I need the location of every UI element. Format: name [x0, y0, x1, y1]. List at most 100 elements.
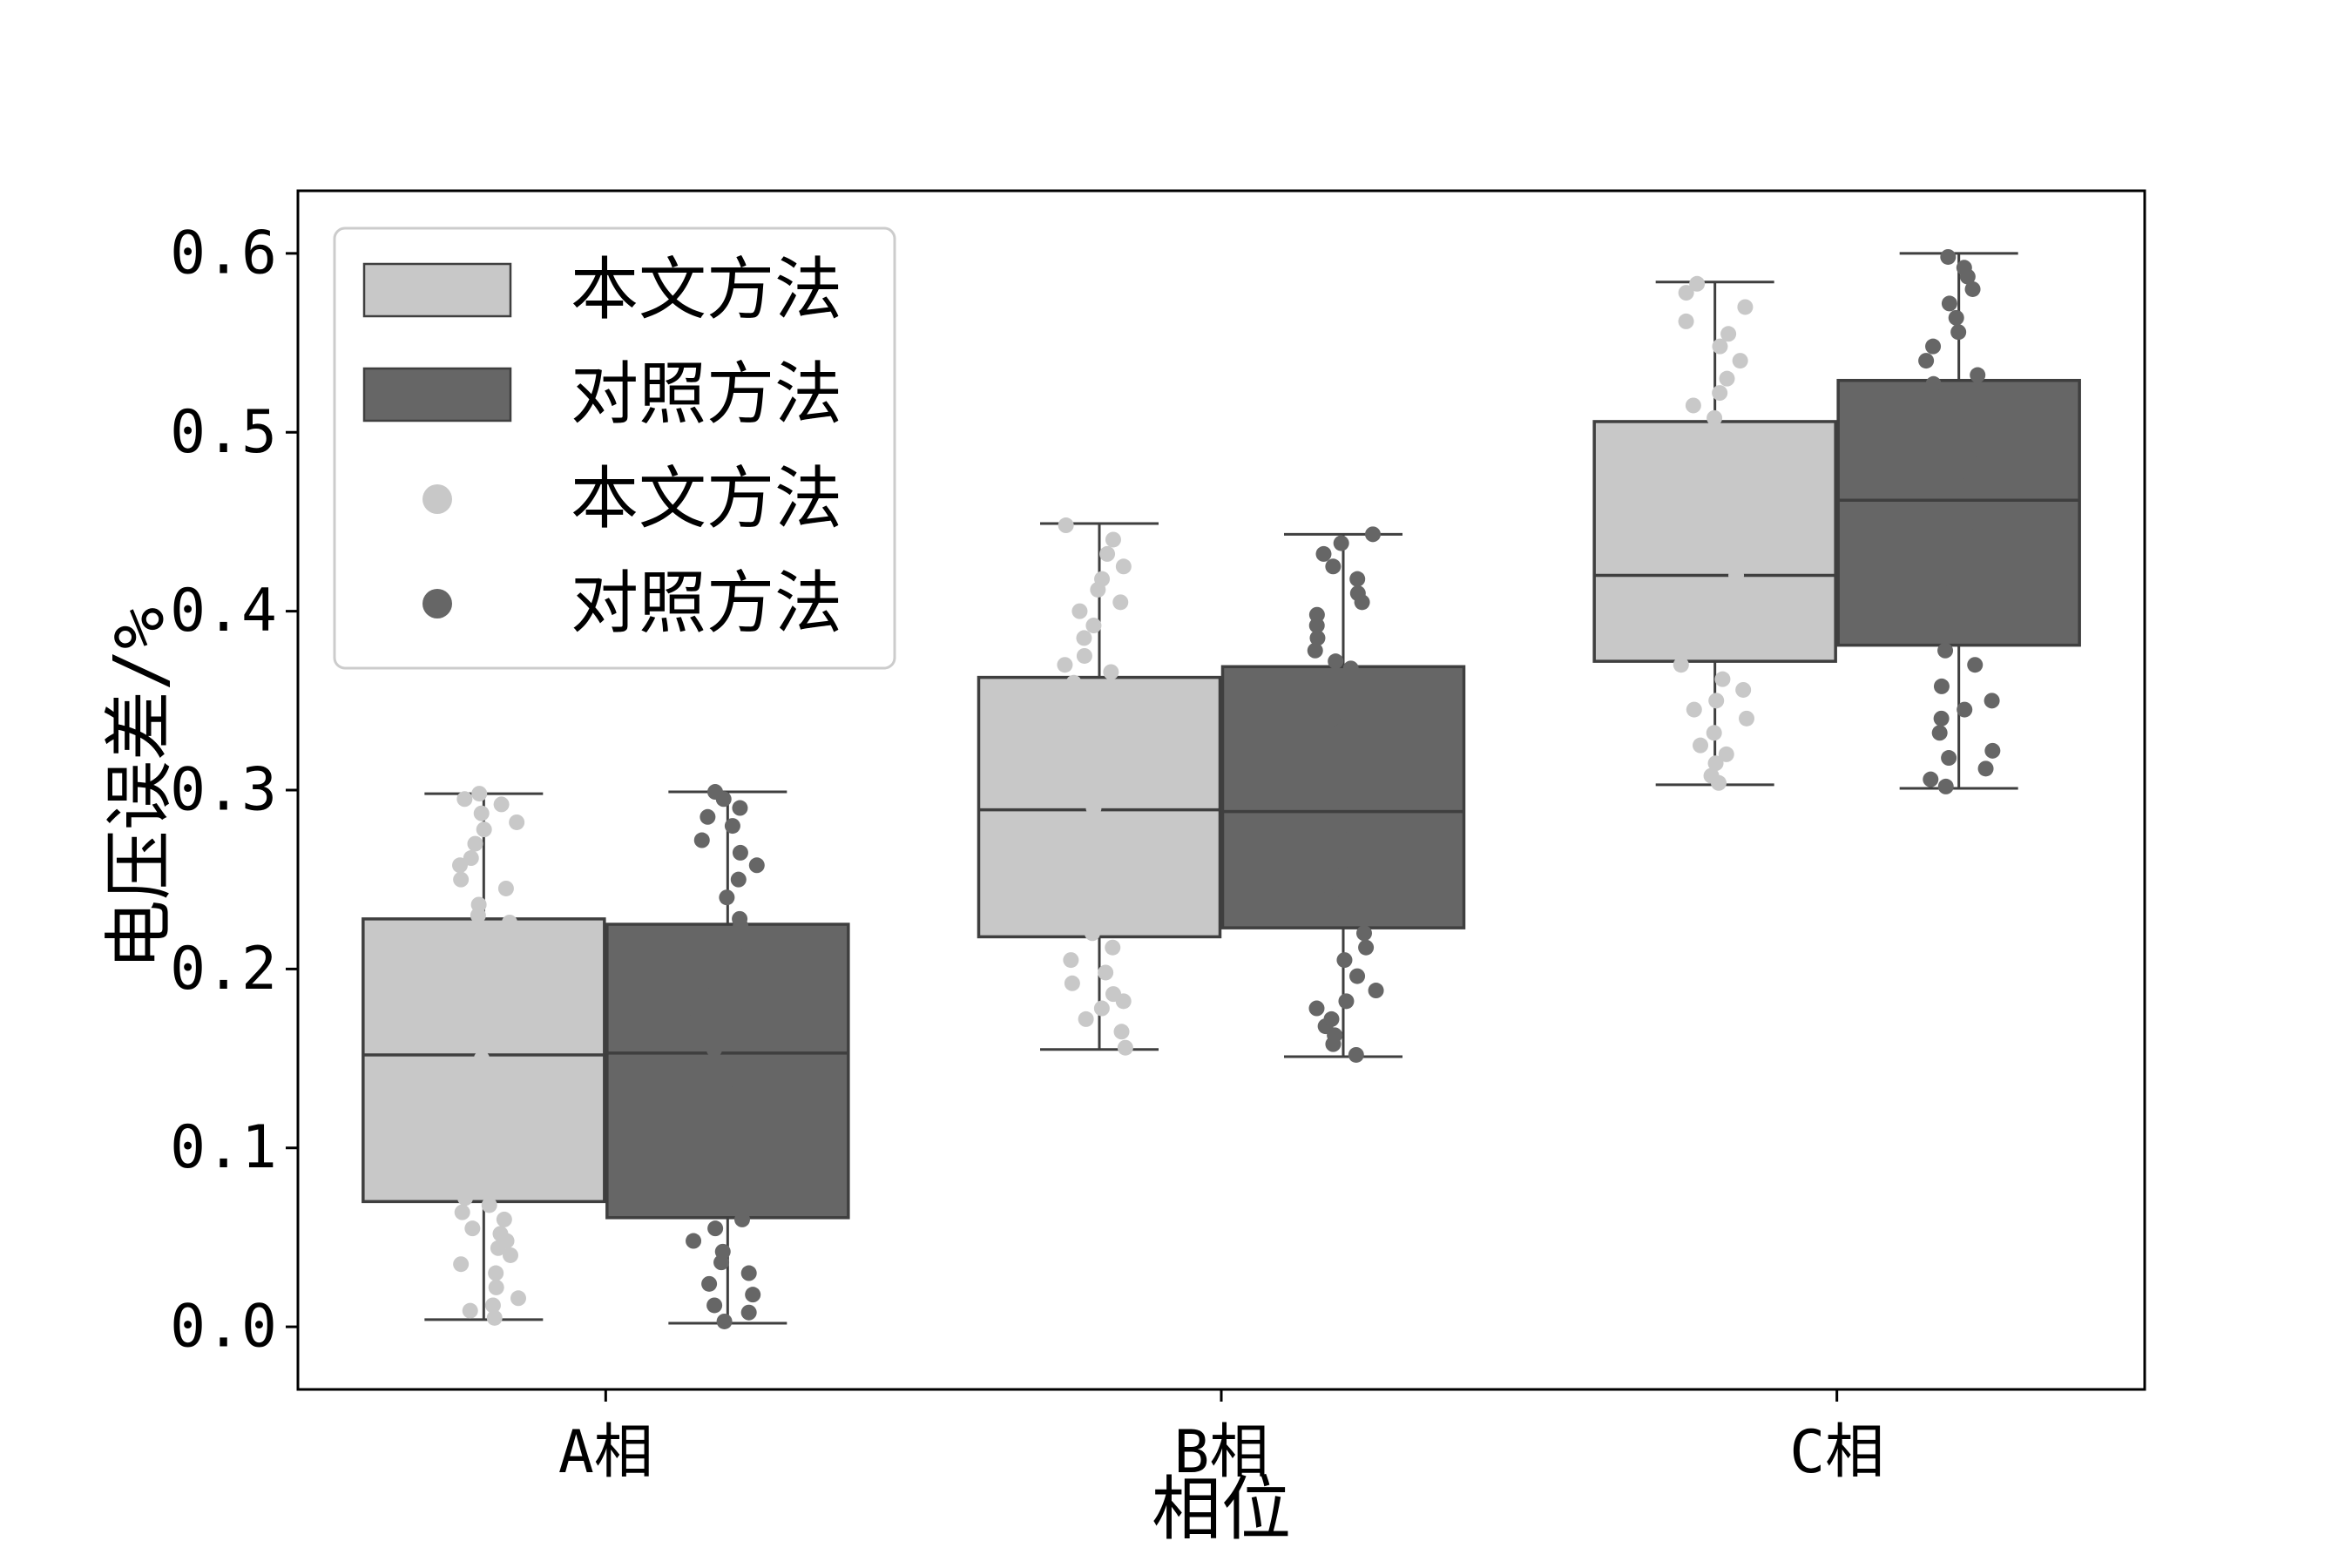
strip-point [1925, 375, 1942, 392]
strip-point [1364, 526, 1381, 543]
legend-frame [333, 226, 896, 670]
strip-point [719, 889, 735, 906]
strip-point [502, 1247, 518, 1263]
strip-point [1113, 1024, 1130, 1040]
strip-point [1362, 746, 1378, 762]
strip-point [732, 800, 748, 816]
strip-point [1935, 389, 1951, 405]
strip-point [510, 1290, 527, 1307]
y-tick-label: 0.1 [170, 1113, 277, 1182]
strip-point [745, 1287, 761, 1303]
y-tick-label: 0.6 [170, 219, 277, 287]
strip-point [1308, 1000, 1325, 1017]
strip-point [702, 988, 719, 1004]
strip-point [1918, 353, 1935, 369]
strip-point [1063, 952, 1079, 969]
box-0-2 [1592, 280, 1837, 787]
strip-point [734, 1211, 751, 1227]
strip-point [1058, 517, 1074, 534]
strip-point [473, 805, 490, 821]
strip-point [1307, 642, 1323, 659]
strip-point [481, 1197, 497, 1213]
strip-point [1941, 295, 1957, 312]
strip-point [1074, 701, 1091, 718]
strip-point [1084, 925, 1100, 942]
strip-point [1673, 657, 1689, 673]
strip-point [1057, 657, 1073, 673]
strip-point [1334, 818, 1350, 835]
box-body [1836, 378, 2081, 647]
strip-point [1324, 710, 1341, 727]
strip-point [492, 1226, 509, 1242]
strip-point [460, 988, 476, 1004]
strip-point [1309, 782, 1326, 798]
x-axis-ticks: A相 B相 C相 [558, 1389, 1884, 1487]
strip-point [730, 871, 747, 888]
strip-point [501, 914, 517, 930]
strip-point [473, 1051, 490, 1067]
strip-point [1078, 1010, 1094, 1027]
strip-point [1728, 567, 1745, 584]
strip-point [686, 1233, 702, 1249]
points-0-1 [1057, 517, 1139, 1056]
strip-point [1328, 653, 1344, 670]
strip-point [1940, 248, 1957, 265]
strip-point [740, 1158, 756, 1174]
strip-point [466, 1014, 483, 1031]
points-1-2 [1918, 248, 2001, 794]
points-0-0 [449, 786, 527, 1326]
strip-point [1301, 674, 1317, 691]
strip-point [1931, 725, 1948, 741]
box-1-2 [1836, 252, 2081, 790]
strip-point [1071, 603, 1088, 619]
strip-point [1099, 545, 1116, 562]
strip-point [1712, 385, 1728, 402]
strip-point [1678, 313, 1694, 329]
strip-point [1094, 571, 1111, 587]
strip-point [504, 934, 521, 950]
strip-point [1122, 782, 1139, 798]
strip-point [488, 1279, 504, 1295]
strip-point [1735, 681, 1752, 698]
strip-point [700, 808, 716, 825]
strip-point [1098, 964, 1114, 981]
strip-point [1685, 397, 1701, 414]
strip-point [1984, 742, 2001, 759]
strip-point [1333, 535, 1349, 551]
strip-point [1058, 728, 1074, 745]
strip-point [1358, 939, 1375, 956]
strip-point [1105, 898, 1121, 915]
strip-point [454, 1204, 470, 1220]
strip-point [1083, 844, 1099, 861]
strip-point [1967, 657, 1984, 673]
strip-point [1342, 660, 1359, 677]
y-tick-label: 0.2 [170, 935, 277, 1004]
strip-point [470, 896, 487, 913]
strip-point [730, 934, 747, 950]
strip-point [499, 1095, 516, 1112]
legend-entry-3: 对照方法 [422, 564, 842, 643]
strip-point [484, 1297, 501, 1314]
strip-point [1334, 854, 1350, 870]
strip-point [1085, 818, 1101, 835]
strip-point [1739, 710, 1755, 727]
strip-point [1948, 309, 1964, 326]
strip-point [745, 1059, 761, 1076]
strip-point [449, 1068, 465, 1085]
strip-point [1700, 594, 1716, 611]
strip-point [476, 821, 492, 838]
strip-point [466, 961, 483, 977]
y-axis-ticks: 0.0 0.1 0.2 0.3 0.4 0.5 0.6 [170, 219, 298, 1362]
strip-point [1712, 338, 1728, 355]
strip-point [1085, 800, 1102, 816]
strip-point [1325, 558, 1342, 575]
strip-point [726, 1086, 742, 1103]
strip-point [1727, 460, 1744, 476]
strip-point [1315, 545, 1332, 562]
strip-point [732, 910, 748, 927]
strip-point [1368, 983, 1384, 999]
strip-point [1356, 925, 1373, 942]
strip-point [754, 1122, 771, 1139]
